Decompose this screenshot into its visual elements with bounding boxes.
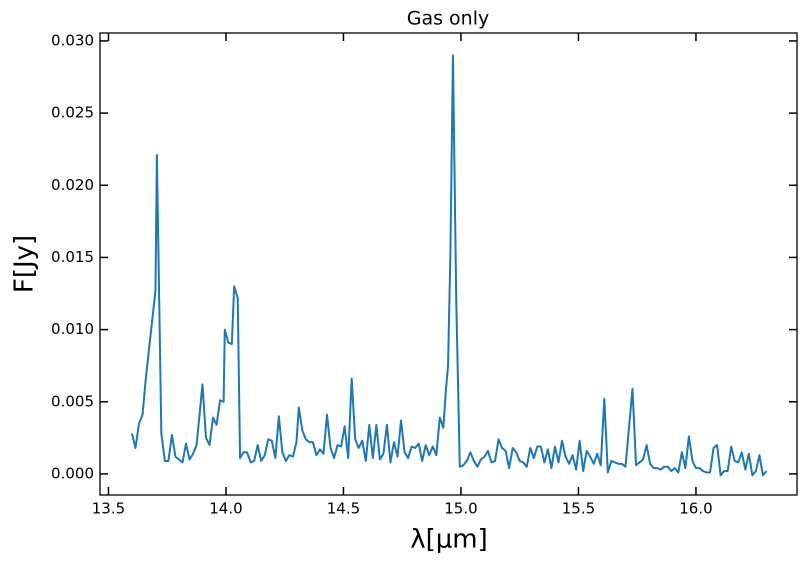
chart-title: Gas only — [407, 8, 490, 30]
y-tick-label: 0.030 — [51, 31, 94, 49]
x-tick-label: 14.5 — [327, 500, 360, 518]
y-tick-label: 0.010 — [51, 320, 94, 338]
y-tick-label: 0.005 — [51, 392, 94, 410]
x-tick-label: 16.0 — [679, 500, 712, 518]
x-axis-label: λ[μm] — [410, 525, 488, 555]
y-tick-label: 0.025 — [51, 104, 94, 122]
x-tick-label: 13.5 — [92, 500, 125, 518]
y-tick-label: 0.015 — [51, 248, 94, 266]
data-line — [130, 54, 768, 477]
x-tick-label: 14.0 — [209, 500, 242, 518]
y-tick-label: 0.000 — [51, 464, 94, 482]
x-tick-label: 15.5 — [562, 500, 595, 518]
plot-frame — [99, 32, 798, 496]
x-tick-label: 15.0 — [444, 500, 477, 518]
y-tick-label: 0.020 — [51, 176, 94, 194]
y-axis-label: F[Jy] — [10, 235, 40, 293]
